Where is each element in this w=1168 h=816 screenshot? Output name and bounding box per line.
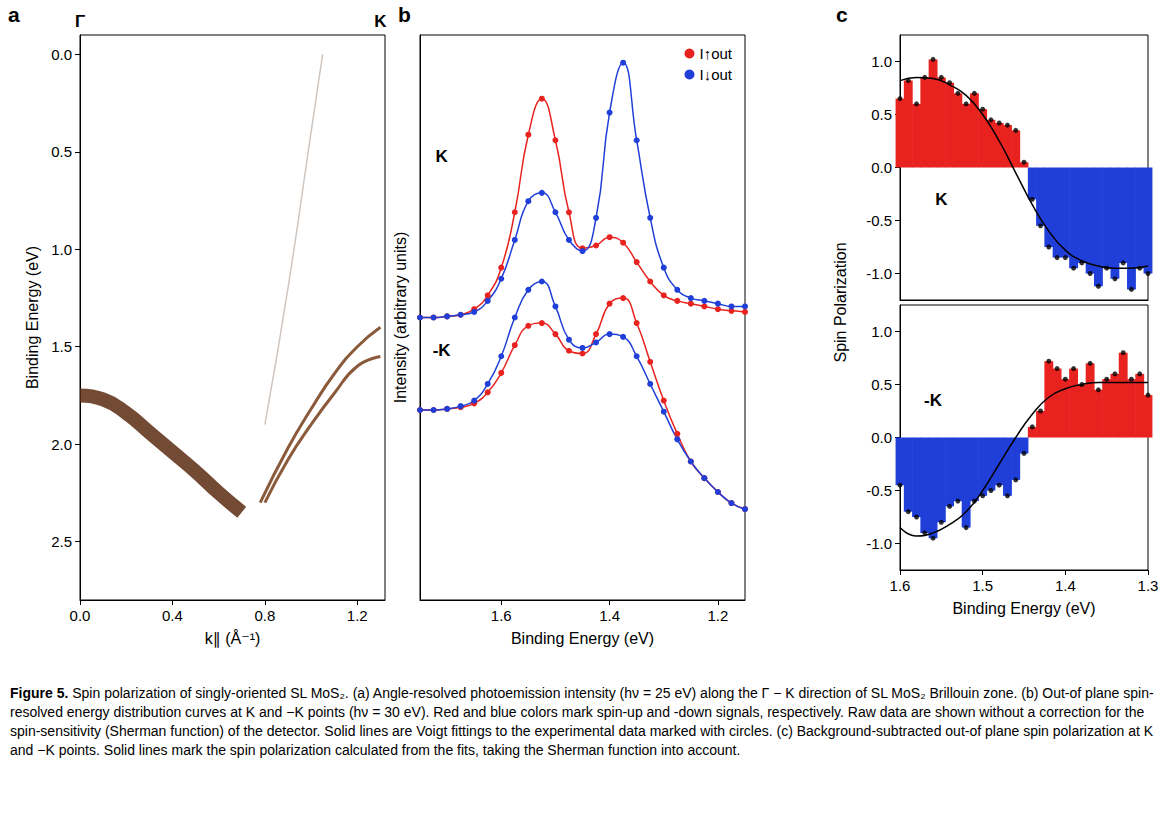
- svg-text:1.3: 1.3: [1138, 577, 1159, 594]
- svg-text:-1.0: -1.0: [866, 535, 892, 552]
- svg-text:K: K: [935, 190, 948, 209]
- svg-text:-0.5: -0.5: [866, 482, 892, 499]
- svg-text:0.5: 0.5: [871, 376, 892, 393]
- svg-text:0.5: 0.5: [51, 143, 72, 160]
- svg-text:k∥ (Å⁻¹): k∥ (Å⁻¹): [205, 629, 261, 648]
- svg-text:1.0: 1.0: [51, 241, 72, 258]
- svg-text:I↑out: I↑out: [699, 45, 732, 62]
- svg-text:1.0: 1.0: [871, 323, 892, 340]
- svg-text:2.0: 2.0: [51, 436, 72, 453]
- svg-text:1.5: 1.5: [51, 338, 72, 355]
- svg-text:0.0: 0.0: [871, 429, 892, 446]
- svg-text:1.0: 1.0: [871, 53, 892, 70]
- svg-text:Binding Energy (eV): Binding Energy (eV): [952, 600, 1095, 617]
- svg-text:K: K: [436, 147, 449, 166]
- svg-text:1.4: 1.4: [599, 607, 620, 624]
- html-text:Figure 5. Spin polarization of: Figure 5. Spin polarization of singly-or…: [10, 685, 1154, 758]
- svg-text:Spin Polarization: Spin Polarization: [832, 242, 849, 362]
- svg-text:1.6: 1.6: [491, 607, 512, 624]
- svg-text:1.2: 1.2: [707, 607, 728, 624]
- svg-text:a: a: [8, 3, 20, 26]
- svg-text:1.2: 1.2: [347, 607, 368, 624]
- svg-text:1.5: 1.5: [972, 577, 993, 594]
- svg-text:c: c: [836, 3, 848, 26]
- svg-text:1.6: 1.6: [890, 577, 911, 594]
- svg-text:0.4: 0.4: [162, 607, 183, 624]
- svg-text:Binding Energy (eV): Binding Energy (eV): [511, 630, 654, 647]
- svg-text:b: b: [398, 3, 411, 26]
- svg-text:K: K: [374, 12, 387, 31]
- svg-text:Γ: Γ: [75, 12, 85, 31]
- svg-text:-K: -K: [433, 341, 452, 360]
- svg-text:-1.0: -1.0: [866, 265, 892, 282]
- svg-text:0.5: 0.5: [871, 106, 892, 123]
- svg-text:Binding Energy (eV): Binding Energy (eV): [24, 246, 41, 389]
- svg-text:0.0: 0.0: [70, 607, 91, 624]
- svg-text:1.4: 1.4: [1055, 577, 1076, 594]
- svg-text:2.5: 2.5: [51, 533, 72, 550]
- svg-text:0.0: 0.0: [871, 159, 892, 176]
- svg-text:0.0: 0.0: [51, 46, 72, 63]
- svg-text:Intensity (arbitrary units): Intensity (arbitrary units): [392, 232, 409, 404]
- svg-text:0.8: 0.8: [254, 607, 275, 624]
- svg-text:-K: -K: [924, 391, 943, 410]
- svg-text:I↓out: I↓out: [699, 66, 732, 83]
- svg-text:-0.5: -0.5: [866, 212, 892, 229]
